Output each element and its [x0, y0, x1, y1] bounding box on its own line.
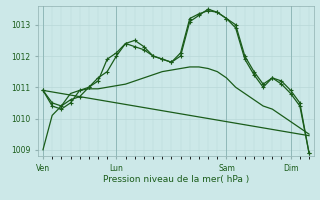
X-axis label: Pression niveau de la mer( hPa ): Pression niveau de la mer( hPa )	[103, 175, 249, 184]
